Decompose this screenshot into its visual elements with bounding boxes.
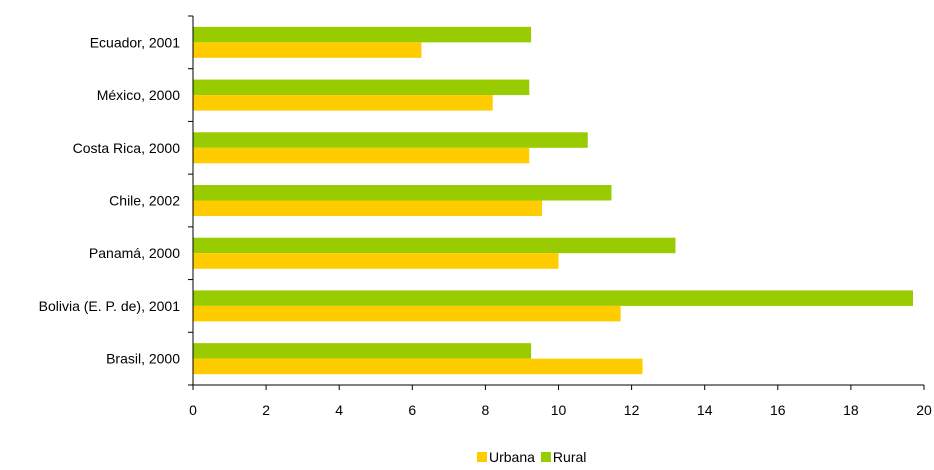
y-axis-label-ecuador-2001: Ecuador, 2001 xyxy=(90,34,181,50)
x-axis-label-18: 18 xyxy=(843,402,859,418)
x-axis-label-8: 8 xyxy=(482,402,490,418)
bar-rural-costa-rica-2000 xyxy=(193,132,588,148)
y-axis-label-costa-rica-2000: Costa Rica, 2000 xyxy=(73,140,181,156)
bar-urbana-panama-2000 xyxy=(193,253,559,269)
bar-urbana-bolivia-e-p-de-2001 xyxy=(193,305,621,322)
legend-swatch-rural xyxy=(540,452,551,462)
bar-urbana-ecuador-2001 xyxy=(193,42,422,58)
x-axis-label-14: 14 xyxy=(697,402,713,418)
x-axis-label-20: 20 xyxy=(916,402,932,418)
bar-rural-ecuador-2001 xyxy=(193,26,532,43)
x-axis-ticks: 0 2 4 6 8 10 12 14 16 18 20 xyxy=(189,385,932,418)
bar-urbana-chile-2002 xyxy=(193,200,543,216)
bar-rural-brasil-2000 xyxy=(193,343,532,359)
legend: Urbana Rural xyxy=(477,449,586,465)
y-axis-label-brasil-2000: Brasil, 2000 xyxy=(106,351,180,367)
bar-rural-panama-2000 xyxy=(193,237,676,254)
bar-rural-bolivia-e-p-de-2001 xyxy=(193,290,914,306)
x-axis-label-10: 10 xyxy=(551,402,567,418)
x-axis-label-6: 6 xyxy=(408,402,416,418)
y-axis-label-chile-2002: Chile, 2002 xyxy=(109,193,180,209)
y-axis-labels: Ecuador, 2001 México, 2000 Costa Rica, 200… xyxy=(39,15,193,386)
bar-rural-chile-2002 xyxy=(193,185,612,201)
legend-label-rural: Rural xyxy=(553,449,586,465)
bar-urbana-costa-rica-2000 xyxy=(193,147,530,164)
x-axis-label-2: 2 xyxy=(262,402,270,418)
y-axis-label-mexico-2000: México, 2000 xyxy=(97,87,180,103)
y-axis-label-panama-2000: Panamá, 2000 xyxy=(89,245,180,261)
legend-label-urbana: Urbana xyxy=(489,449,535,465)
x-axis-label-0: 0 xyxy=(189,402,197,418)
bars-group xyxy=(193,26,914,375)
x-axis-label-16: 16 xyxy=(770,402,786,418)
x-axis-label-4: 4 xyxy=(335,402,343,418)
bar-urbana-brasil-2000 xyxy=(193,358,643,375)
x-axis-label-12: 12 xyxy=(624,402,640,418)
legend-swatch-urbana xyxy=(477,452,487,462)
bar-rural-mexico-2000 xyxy=(193,79,530,96)
y-axis-label-bolivia-e-p-de-2001: Bolivia (E. P. de), 2001 xyxy=(39,298,181,314)
bar-urbana-mexico-2000 xyxy=(193,95,493,111)
